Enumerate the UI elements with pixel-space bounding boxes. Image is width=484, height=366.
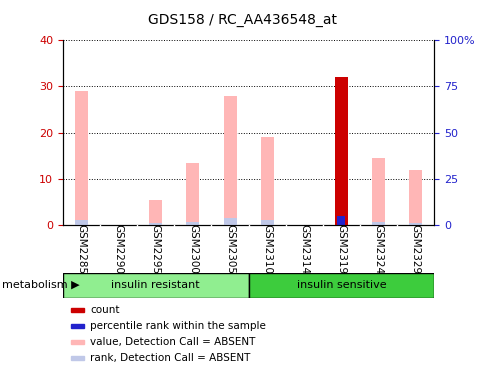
Text: GSM2329: GSM2329 [409, 224, 420, 274]
Bar [186, 222, 199, 225]
Bar [223, 96, 236, 225]
Bar [371, 222, 384, 225]
Text: metabolism ▶: metabolism ▶ [2, 280, 80, 290]
Bar [248, 273, 433, 298]
Text: GSM2300: GSM2300 [187, 224, 197, 274]
Bar [260, 137, 273, 225]
Text: GSM2285: GSM2285 [76, 224, 87, 274]
Bar [149, 200, 162, 225]
Bar [337, 216, 345, 225]
Bar [408, 170, 421, 225]
Bar [371, 158, 384, 225]
Bar [149, 223, 162, 225]
Text: GSM2295: GSM2295 [151, 224, 161, 274]
Text: rank, Detection Call = ABSENT: rank, Detection Call = ABSENT [91, 353, 250, 363]
Text: insulin resistant: insulin resistant [111, 280, 200, 291]
Bar [71, 356, 84, 360]
Text: percentile rank within the sample: percentile rank within the sample [91, 321, 266, 331]
Text: GDS158 / RC_AA436548_at: GDS158 / RC_AA436548_at [148, 13, 336, 27]
Text: GSM2314: GSM2314 [299, 224, 309, 274]
Text: GSM2319: GSM2319 [335, 224, 346, 274]
Bar [71, 340, 84, 344]
Bar [75, 220, 88, 225]
Bar [71, 324, 84, 328]
Text: count: count [91, 305, 120, 315]
Bar [260, 220, 273, 225]
Text: GSM2324: GSM2324 [373, 224, 383, 274]
Text: GSM2310: GSM2310 [261, 224, 272, 274]
Bar [186, 163, 199, 225]
Text: insulin sensitive: insulin sensitive [296, 280, 385, 291]
Text: GSM2290: GSM2290 [113, 224, 123, 274]
Text: value, Detection Call = ABSENT: value, Detection Call = ABSENT [91, 337, 256, 347]
Bar [334, 77, 347, 225]
Bar [408, 223, 421, 225]
Text: GSM2305: GSM2305 [225, 224, 235, 274]
Bar [75, 91, 88, 225]
Bar [71, 308, 84, 312]
Bar [223, 218, 236, 225]
Bar [63, 273, 248, 298]
